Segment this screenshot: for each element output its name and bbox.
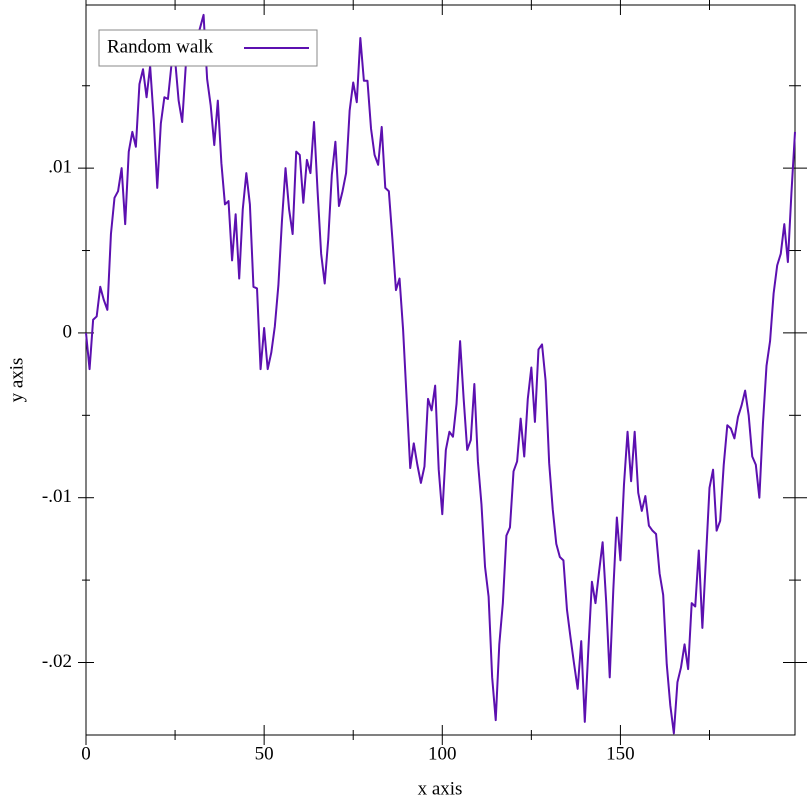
- legend-label: Random walk: [107, 36, 214, 57]
- y-tick-label: 0: [63, 321, 73, 342]
- x-tick-label: 150: [606, 743, 635, 764]
- y-tick-label: .01: [48, 156, 72, 177]
- plot-frame: [85, 4, 796, 736]
- x-tick-label: 50: [255, 743, 274, 764]
- y-tick-label: -.02: [42, 651, 72, 672]
- x-axis-label: x axis: [418, 778, 463, 799]
- x-tick-label: 0: [81, 743, 91, 764]
- x-tick-label: 100: [428, 743, 457, 764]
- y-axis-label: y axis: [6, 358, 27, 403]
- data-line: [85, 13, 796, 735]
- y-tick-label: -.01: [42, 486, 72, 507]
